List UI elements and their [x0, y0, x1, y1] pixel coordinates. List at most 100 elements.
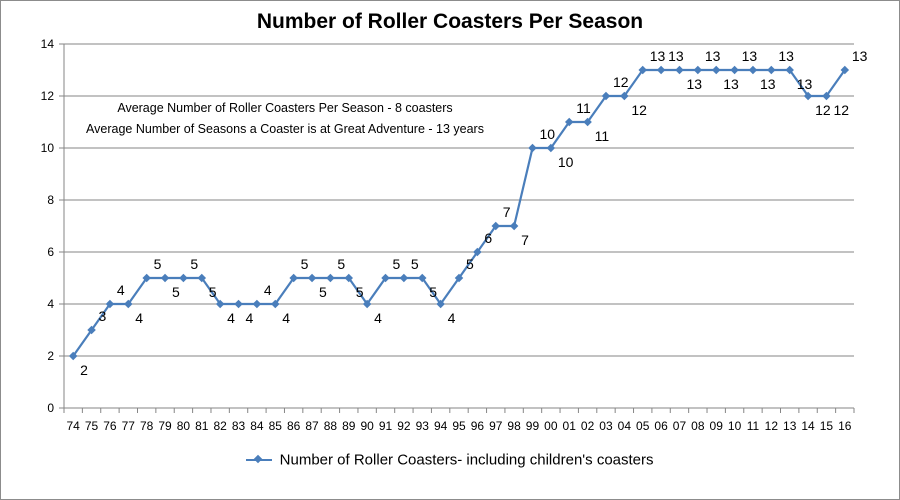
- x-tick-label: 11: [747, 419, 760, 433]
- data-label: 12: [631, 102, 647, 118]
- x-tick-label: 94: [434, 419, 448, 433]
- data-point: [87, 325, 96, 335]
- data-label: 7: [521, 232, 529, 248]
- y-tick-label: 8: [47, 193, 54, 207]
- data-label: 4: [264, 282, 272, 298]
- data-label: 5: [356, 284, 364, 300]
- data-point: [418, 273, 427, 283]
- data-label: 12: [613, 74, 629, 90]
- data-point: [252, 299, 262, 309]
- data-label: 5: [301, 256, 309, 272]
- y-tick-label: 0: [47, 401, 54, 415]
- x-tick-label: 93: [416, 419, 430, 433]
- data-label: 13: [686, 76, 702, 92]
- data-label: 5: [411, 256, 419, 272]
- y-tick-label: 10: [41, 141, 55, 155]
- data-point: [234, 299, 243, 309]
- data-point: [748, 65, 758, 75]
- data-label: 4: [227, 310, 235, 326]
- data-label: 5: [209, 284, 217, 300]
- annotation-average-coasters: Average Number of Roller Coasters Per Se…: [117, 101, 453, 115]
- data-point: [454, 273, 464, 283]
- x-tick-label: 04: [618, 419, 632, 433]
- annotation-average-seasons: Average Number of Seasons a Coaster is a…: [86, 122, 484, 136]
- data-point: [160, 273, 170, 283]
- data-point: [675, 65, 684, 75]
- x-tick-label: 87: [305, 419, 319, 433]
- data-point: [711, 65, 721, 75]
- x-tick-label: 14: [801, 419, 815, 433]
- data-label: 13: [778, 48, 794, 64]
- data-label: 10: [539, 126, 555, 142]
- data-label: 4: [117, 282, 125, 298]
- data-point: [767, 65, 776, 75]
- x-tick-label: 05: [636, 419, 650, 433]
- data-point: [124, 299, 133, 309]
- x-tick-label: 92: [397, 419, 411, 433]
- data-label: 5: [429, 284, 437, 300]
- x-tick-label: 06: [654, 419, 668, 433]
- data-label: 13: [760, 76, 776, 92]
- data-label: 4: [282, 310, 290, 326]
- data-label: 13: [742, 48, 758, 64]
- x-tick-label: 81: [195, 419, 209, 433]
- x-tick-label: 00: [544, 419, 558, 433]
- data-label: 4: [448, 310, 456, 326]
- x-tick-label: 84: [250, 419, 264, 433]
- data-label: 5: [319, 284, 327, 300]
- x-tick-label: 90: [360, 419, 374, 433]
- x-tick-label: 09: [710, 419, 724, 433]
- data-point: [215, 299, 225, 309]
- data-point: [271, 299, 280, 309]
- x-tick-label: 16: [838, 419, 852, 433]
- data-point: [362, 299, 372, 309]
- y-tick-label: 6: [47, 245, 54, 259]
- data-point: [399, 273, 409, 283]
- y-tick-label: 12: [41, 89, 55, 103]
- y-tick-label: 14: [41, 37, 55, 51]
- data-point: [491, 221, 500, 231]
- legend-series-label: Number of Roller Coasters- including chi…: [279, 451, 654, 469]
- x-tick-label: 15: [820, 419, 834, 433]
- x-tick-label: 75: [85, 419, 99, 433]
- data-label: 2: [80, 362, 88, 378]
- x-tick-label: 99: [526, 419, 540, 433]
- x-tick-label: 08: [691, 419, 705, 433]
- data-point: [307, 273, 317, 283]
- x-tick-label: 77: [122, 419, 136, 433]
- data-label: 12: [833, 102, 849, 118]
- x-tick-label: 96: [471, 419, 485, 433]
- legend-series-marker: [246, 454, 273, 465]
- data-point: [381, 273, 390, 283]
- x-tick-label: 78: [140, 419, 154, 433]
- y-tick-label: 4: [47, 297, 54, 311]
- x-tick-label: 98: [507, 419, 521, 433]
- x-tick-label: 76: [103, 419, 117, 433]
- x-tick-label: 82: [213, 419, 227, 433]
- x-tick-label: 10: [728, 419, 742, 433]
- data-label: 12: [815, 102, 831, 118]
- x-tick-label: 86: [287, 419, 301, 433]
- chart-legend: Number of Roller Coasters- including chi…: [0, 451, 900, 469]
- data-label: 5: [154, 256, 162, 272]
- data-point: [528, 143, 537, 153]
- x-tick-label: 95: [452, 419, 466, 433]
- x-tick-label: 13: [783, 419, 797, 433]
- data-point: [509, 221, 519, 231]
- data-label: 13: [705, 48, 721, 64]
- data-label: 11: [576, 100, 591, 116]
- data-label: 7: [503, 204, 511, 220]
- data-point: [656, 65, 666, 75]
- data-label: 3: [99, 308, 107, 324]
- data-label: 10: [558, 154, 574, 170]
- data-label: 13: [668, 48, 684, 64]
- x-tick-label: 88: [324, 419, 338, 433]
- x-tick-label: 01: [563, 419, 577, 433]
- data-point: [436, 299, 445, 309]
- x-tick-label: 03: [599, 419, 613, 433]
- x-tick-label: 80: [177, 419, 191, 433]
- data-label: 11: [595, 128, 610, 144]
- data-label: 13: [797, 76, 813, 92]
- data-point: [197, 273, 207, 283]
